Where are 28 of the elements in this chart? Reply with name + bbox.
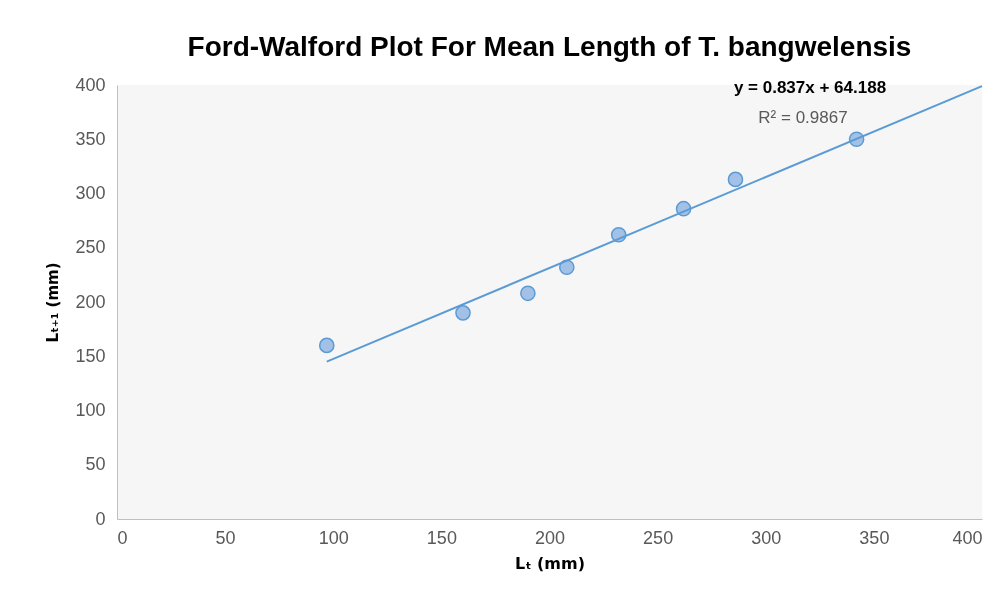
y-tick-label: 0: [95, 508, 106, 529]
x-axis-title: Lₜ (mm): [515, 553, 585, 573]
point: [520, 285, 536, 302]
chart-title: Ford-Walford Plot For Mean Length of T. bangwelensis: [187, 31, 912, 62]
y-tick-label: 150: [75, 345, 106, 366]
annotation: R² = 0.9867: [758, 108, 848, 127]
point: [558, 259, 575, 276]
point: [455, 305, 471, 321]
x-tick-label: 400: [952, 527, 983, 548]
x-tick-label: 350: [859, 527, 890, 548]
x-tick-label: 100: [318, 527, 349, 548]
x-tick-label: 300: [751, 527, 782, 548]
point: [727, 171, 744, 188]
x-tick-label: 150: [426, 527, 457, 548]
annotation: y = 0.837x + 64.188: [733, 78, 887, 97]
point: [318, 337, 335, 354]
y-tick-label: 200: [75, 291, 106, 312]
y-axis-title: Lₜ₊₁ (mm): [44, 262, 63, 343]
x-tick-label: 200: [534, 527, 566, 548]
x-tick-label: 0: [117, 527, 128, 548]
y-tick-label: 250: [75, 237, 106, 258]
x-tick-label: 50: [215, 527, 236, 548]
y-tick-label: 50: [85, 454, 106, 475]
y-tick-label: 400: [75, 74, 106, 95]
y-tick-label: 350: [75, 128, 106, 149]
y-tick-label: 300: [75, 183, 106, 203]
y-tick-label: 100: [75, 400, 106, 420]
x-tick-label: 250: [643, 527, 674, 548]
